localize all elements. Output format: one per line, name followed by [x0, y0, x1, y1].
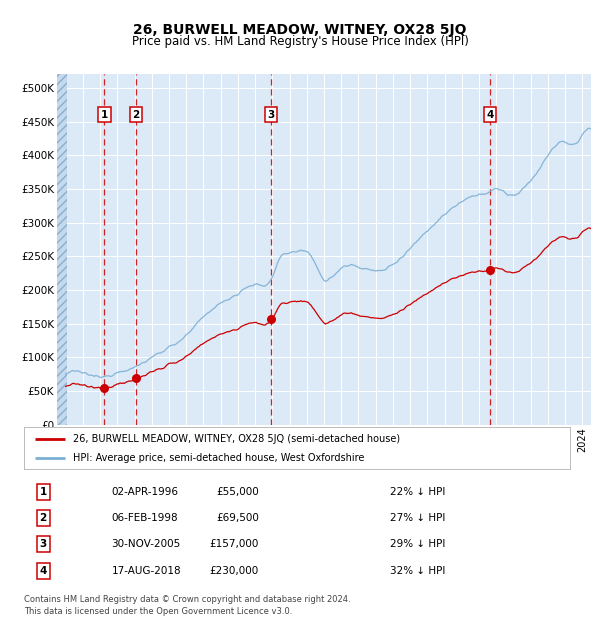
Text: £55,000: £55,000: [216, 487, 259, 497]
Text: 3: 3: [268, 110, 275, 120]
Text: 4: 4: [486, 110, 494, 120]
Text: 17-AUG-2018: 17-AUG-2018: [112, 566, 181, 576]
Text: 2: 2: [40, 513, 47, 523]
Text: £157,000: £157,000: [209, 539, 259, 549]
Text: Price paid vs. HM Land Registry's House Price Index (HPI): Price paid vs. HM Land Registry's House …: [131, 35, 469, 48]
Text: 06-FEB-1998: 06-FEB-1998: [112, 513, 178, 523]
Text: 02-APR-1996: 02-APR-1996: [112, 487, 178, 497]
Text: 32% ↓ HPI: 32% ↓ HPI: [390, 566, 445, 576]
Text: HPI: Average price, semi-detached house, West Oxfordshire: HPI: Average price, semi-detached house,…: [73, 453, 365, 463]
Text: 26, BURWELL MEADOW, WITNEY, OX28 5JQ: 26, BURWELL MEADOW, WITNEY, OX28 5JQ: [133, 23, 467, 37]
Text: 27% ↓ HPI: 27% ↓ HPI: [390, 513, 445, 523]
Text: Contains HM Land Registry data © Crown copyright and database right 2024.
This d: Contains HM Land Registry data © Crown c…: [24, 595, 350, 616]
Bar: [57, 74, 67, 425]
Text: £69,500: £69,500: [216, 513, 259, 523]
Text: 22% ↓ HPI: 22% ↓ HPI: [390, 487, 445, 497]
Text: 26, BURWELL MEADOW, WITNEY, OX28 5JQ (semi-detached house): 26, BURWELL MEADOW, WITNEY, OX28 5JQ (se…: [73, 433, 400, 443]
Text: 3: 3: [40, 539, 47, 549]
Text: 29% ↓ HPI: 29% ↓ HPI: [390, 539, 445, 549]
Text: 1: 1: [101, 110, 108, 120]
Text: 4: 4: [40, 566, 47, 576]
Text: £230,000: £230,000: [209, 566, 259, 576]
Text: 1: 1: [40, 487, 47, 497]
Text: 2: 2: [133, 110, 140, 120]
Text: 30-NOV-2005: 30-NOV-2005: [112, 539, 181, 549]
